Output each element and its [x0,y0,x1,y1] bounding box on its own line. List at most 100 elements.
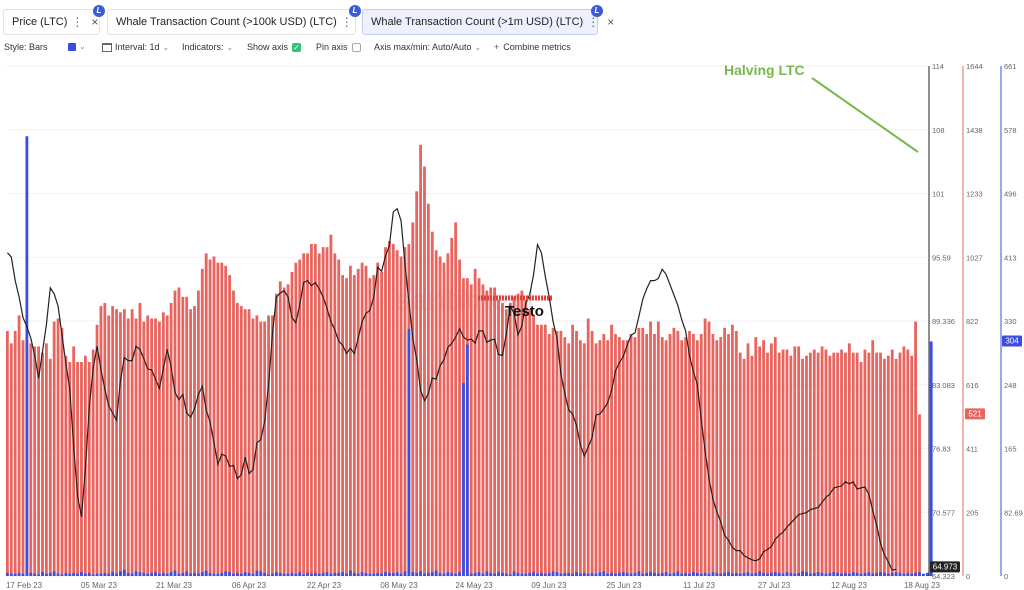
tab-whale-1m[interactable]: Whale Transaction Count (>1m USD) (LTC) … [362,5,614,35]
tab-price[interactable]: Price (LTC) ⋮ × L [3,5,105,35]
bar-whale-1m [886,573,890,576]
bar-whale-100k [497,299,500,576]
bar-whale-100k [146,315,150,576]
tab-whale-1m-close-icon[interactable]: × [607,15,615,29]
bar-whale-1m [329,573,333,576]
bar-whale-100k [95,324,99,576]
bar-whale-100k [87,361,91,576]
bar-whale-100k [290,271,294,576]
bar-whale-100k [754,337,758,576]
show-axis-checkbox[interactable]: ✓ [292,42,302,52]
x-tick-label: 09 Jun 23 [531,581,567,590]
bar-whale-1m [582,572,586,576]
interval-dropdown[interactable]: Interval: 1d ⌄ [102,42,169,52]
bar-whale-100k [64,355,68,576]
bar-whale-100k [617,337,621,576]
bar-whale-1m [750,573,754,576]
bar-whale-100k [48,358,52,576]
bar-whale-1m [625,572,629,576]
bar-whale-1m [664,572,668,576]
bar-whale-100k [337,259,341,576]
bar-whale-100k [426,203,430,576]
bar-whale-1m [189,573,193,576]
bar-whale-100k [364,265,368,576]
bar-whale-1m [910,573,914,576]
y-tick-label: 165 [1004,445,1017,454]
show-axis-toggle[interactable]: Show axis ✓ [247,42,302,52]
bar-whale-100k [37,346,40,576]
bar-whale-1m [142,572,146,576]
bar-whale-1m [380,573,384,576]
tab-price-close-icon[interactable]: × [91,15,99,29]
combine-metrics-button[interactable]: + Combine metrics [494,42,571,52]
tab-whale-100k[interactable]: Whale Transaction Count (>100k USD) (LTC… [107,5,368,35]
bar-whale-1m [859,573,863,576]
annotations: Testo Halving LTC [478,62,919,320]
bar-whale-1m [387,572,391,576]
bar-whale-1m [196,573,200,576]
bar-whale-100k [664,340,668,576]
y-tick-label: 413 [1004,253,1017,262]
bar-whale-100k [21,340,25,576]
bar-whale-100k [734,330,738,576]
bar-whale-100k [360,262,364,576]
bar-whale-100k [282,287,286,576]
bar-whale-100k [76,361,79,576]
bar-whale-1m [372,573,376,576]
bar-whale-1m [633,572,637,576]
bar-whale-1m [621,572,625,576]
color-picker[interactable]: ⌄ [68,42,86,51]
bar-whale-1m [306,572,309,576]
bar-whale-1m [173,570,177,576]
bar-whale-100k [536,324,539,576]
bar-whale-100k [555,330,559,576]
bar-whale-1m [602,571,606,576]
bar-whale-1m [672,572,676,576]
bar-whale-1m [914,572,918,576]
axis-range-dropdown[interactable]: Axis max/min: Auto/Auto ⌄ [374,42,481,52]
style-dropdown[interactable]: Style: Bars [4,42,48,52]
bar-whale-1m [680,573,684,576]
bar-whale-100k [578,340,582,576]
bar-whale-1m [668,573,672,576]
bar-whale-1m [571,573,574,576]
bar-whale-100k [411,222,415,576]
bar-whale-1m [415,572,419,576]
bar-whale-1m [17,572,21,576]
bar-whale-100k [173,290,177,576]
bar-whale-100k [808,352,812,576]
tab-price-more-icon[interactable]: ⋮ [71,15,84,29]
bar-whale-1m [906,572,910,576]
bar-whale-1m [863,572,867,576]
bar-whale-1m [278,572,282,576]
bar-whale-1m [855,572,859,576]
bar-whale-1m [477,572,481,576]
bar-whale-100k [274,293,278,576]
pin-axis-label: Pin axis [316,42,348,52]
x-tick-label: 18 Aug 23 [904,581,941,590]
bar-whale-1m [516,572,520,576]
tab-whale-100k-more-icon[interactable]: ⋮ [340,15,353,29]
bar-whale-1m [758,571,762,576]
bar-whale-1m [224,571,228,576]
pin-axis-toggle[interactable]: Pin axis [316,42,361,52]
pin-axis-checkbox[interactable] [351,42,361,52]
bar-whale-1m [867,572,871,576]
tab-whale-1m-more-icon[interactable]: ⋮ [587,15,600,29]
bar-whale-100k [232,290,235,576]
bar-whale-1m [501,572,504,576]
bar-whale-1m [368,573,372,576]
indicators-dropdown[interactable]: Indicators: ⌄ [182,42,233,52]
bar-whale-100k [224,265,228,576]
bar-whale-1m [352,572,356,576]
bar-whale-100k [777,352,781,576]
bar-whale-1m [403,571,407,576]
bar-whale-1m [594,573,598,576]
bar-whale-1m [13,573,17,576]
bar-whale-100k [692,334,695,576]
bar-whale-100k [879,352,882,576]
bar-whale-100k [99,306,103,576]
bar-whale-100k [645,334,649,576]
bar-whale-1m [497,572,500,576]
y-tick-label: 95.59 [932,253,951,262]
